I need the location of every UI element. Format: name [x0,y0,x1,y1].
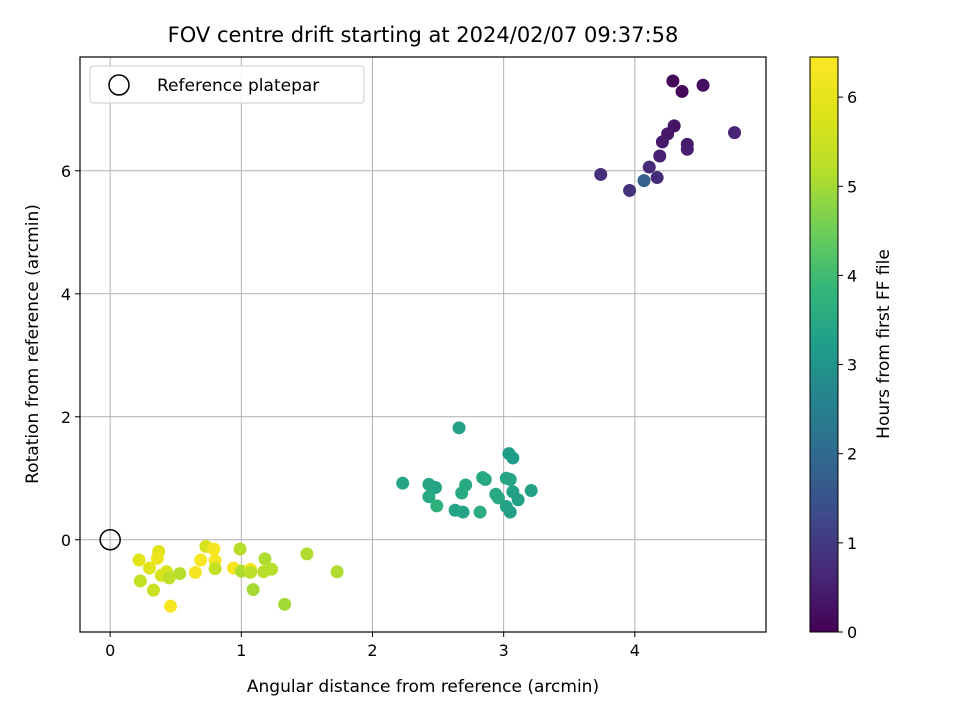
data-point [173,567,187,581]
legend-entry-reference-platepar: Reference platepar [157,76,319,96]
data-point [503,505,517,519]
data-point [524,484,538,498]
x-tick-label: 1 [236,641,246,660]
colorbar-tick-label: 5 [847,177,857,196]
data-point [473,505,487,519]
colorbar-tick-label: 1 [847,534,857,553]
data-point [666,74,680,88]
data-point [258,552,272,566]
data-point [696,78,710,92]
data-point [246,583,260,597]
data-point [503,472,517,486]
colorbar-gradient [809,56,839,633]
data-point [506,451,520,465]
data-point [428,480,442,494]
y-axis-ticks: 0 2 4 6 [61,162,80,550]
data-point [642,160,656,174]
legend: Reference platepar [89,65,365,104]
data-point [653,149,667,163]
data-point [455,486,469,500]
legend-box [89,65,365,104]
data-point [478,472,492,486]
legend-marker [108,74,130,96]
data-point [194,553,208,567]
data-point [680,142,694,156]
data-point [208,562,222,576]
data-point [244,565,258,579]
data-point [396,476,410,490]
y-axis-label: Rotation from reference (arcmin) [23,204,43,484]
scatter-points [132,74,742,613]
y-tick-label: 0 [61,531,71,550]
data-point [207,542,221,556]
data-point [594,167,608,181]
data-point [650,171,664,185]
colorbar: 0 1 2 3 4 5 6 Hours from first FF file [809,56,894,642]
data-point [132,553,146,567]
data-point [456,505,470,519]
colorbar-tick-label: 2 [847,445,857,464]
x-axis-ticks: 0 1 2 3 4 [105,632,640,660]
colorbar-tick-label: 0 [847,623,857,642]
reference-point-marker [99,529,121,551]
data-point [511,493,525,507]
chart-title: FOV centre drift starting at 2024/02/07 … [168,23,679,47]
data-point [150,551,164,565]
x-tick-label: 2 [367,641,377,660]
x-tick-label: 4 [630,641,640,660]
x-tick-label: 0 [105,641,115,660]
data-point [233,542,247,556]
y-tick-label: 6 [61,162,71,181]
plot-frame [79,56,767,633]
y-tick-label: 2 [61,408,71,427]
colorbar-ticks: 0 1 2 3 4 5 6 [838,88,857,642]
colorbar-tick-label: 3 [847,356,857,375]
colorbar-tick-label: 4 [847,266,857,285]
colorbar-tick-label: 6 [847,88,857,107]
data-point [164,599,178,613]
data-point [265,562,279,576]
data-point [655,135,669,149]
data-point [728,126,742,140]
colorbar-label: Hours from first FF file [874,249,894,439]
data-point [162,571,176,585]
data-point [430,499,444,513]
y-tick-label: 4 [61,285,71,304]
x-axis-label: Angular distance from reference (arcmin) [247,677,599,697]
data-point [143,561,157,575]
data-point [452,421,466,435]
data-point [623,183,637,197]
x-tick-label: 3 [499,641,509,660]
data-point [422,490,436,504]
data-point [146,583,160,597]
data-point [300,547,314,561]
data-point [278,597,292,611]
data-point [188,565,202,579]
data-point [491,491,505,505]
data-point [330,565,344,579]
data-point [637,174,651,188]
data-point [675,84,689,98]
data-point [133,574,147,588]
